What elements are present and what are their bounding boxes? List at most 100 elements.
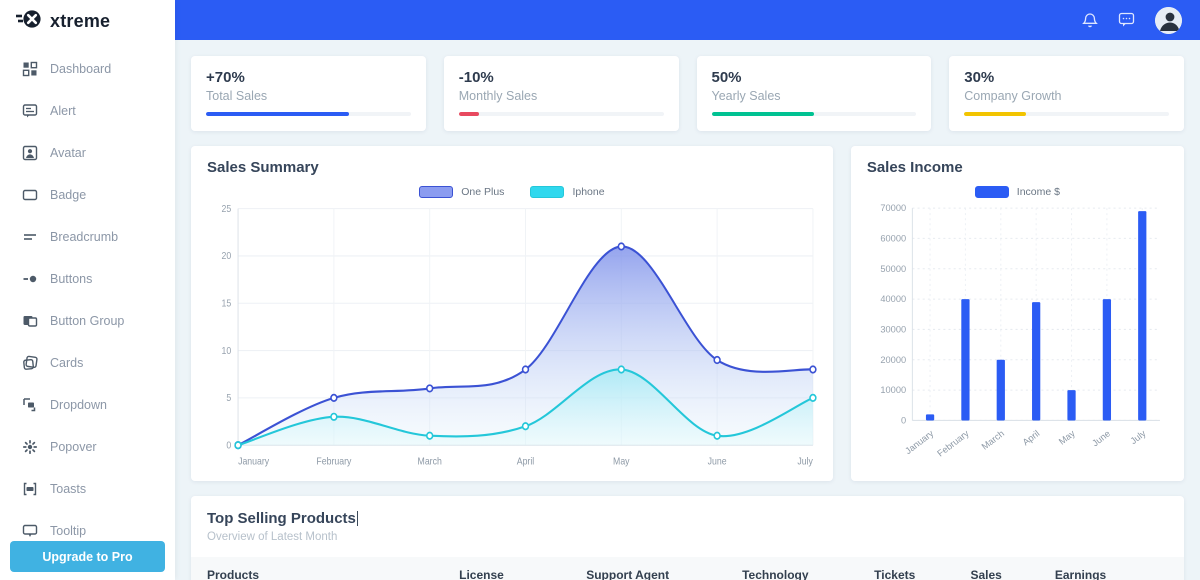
upgrade-to-pro-button[interactable]: Upgrade to Pro — [10, 541, 165, 572]
dashboard-icon — [22, 61, 38, 77]
sales-summary-card: Sales Summary One Plus Iphone 0 5 10 15 20 25 J… — [191, 146, 833, 481]
legend-swatch — [974, 186, 1009, 198]
table-subtitle: Overview of Latest Month — [207, 531, 338, 543]
breadcrumb-icon — [24, 234, 36, 240]
progress-fill — [458, 112, 480, 116]
svg-text:March: March — [979, 428, 1006, 451]
sidebar-nav: Dashboard Alert Avatar Badge Breadcrumb Butto… — [0, 42, 175, 552]
products-table-header-row: Products License Support Agent Technology Ti… — [191, 557, 1184, 580]
badge-icon — [22, 189, 38, 201]
svg-text:50000: 50000 — [880, 264, 906, 274]
svg-text:February: February — [935, 428, 971, 458]
progress-track — [964, 112, 1169, 116]
column-header-license: License — [459, 557, 587, 580]
svg-text:June: June — [708, 456, 727, 466]
sidebar-item-badge[interactable]: Badge — [0, 174, 175, 216]
svg-text:May: May — [613, 456, 630, 466]
sidebar-item-button-group[interactable]: Button Group — [0, 300, 175, 342]
legend-item-iphone[interactable]: Iphone — [530, 186, 605, 198]
svg-text:60000: 60000 — [880, 234, 906, 244]
sidebar-item-label: Popover — [50, 440, 97, 454]
column-header-sales: Sales — [970, 557, 1055, 580]
stat-value: 50% — [711, 69, 742, 86]
sidebar-item-label: Toasts — [50, 482, 87, 496]
main-area: +70% Total Sales -10% Monthly Sales 50% … — [175, 0, 1200, 580]
sidebar-item-toasts[interactable]: Toasts — [0, 468, 175, 510]
svg-text:April: April — [1020, 428, 1041, 447]
sidebar-item-buttons[interactable]: Buttons — [0, 258, 175, 300]
bell-icon[interactable] — [1082, 12, 1098, 29]
sidebar-item-label: Alert — [50, 104, 76, 118]
progress-track — [711, 112, 917, 116]
topbar — [175, 0, 1200, 40]
table-title: Top Selling Products — [207, 510, 1168, 527]
column-header-support-agent: Support Agent — [586, 557, 743, 580]
chat-icon[interactable] — [1118, 12, 1135, 28]
svg-text:15: 15 — [222, 298, 232, 308]
svg-text:July: July — [1128, 428, 1148, 446]
svg-text:70000: 70000 — [880, 203, 906, 213]
sidebar-item-avatar[interactable]: Avatar — [0, 132, 175, 174]
stat-label: Total Sales — [206, 89, 268, 103]
popover-icon — [22, 439, 38, 455]
svg-text:25: 25 — [222, 203, 232, 213]
sidebar-item-cards[interactable]: Cards — [0, 342, 175, 384]
table-title-text: Top Selling Products — [207, 510, 356, 527]
brand-logo[interactable]: xtreme — [0, 0, 175, 42]
legend-item-one-plus[interactable]: One Plus — [419, 186, 504, 198]
brand-name: xtreme — [50, 10, 111, 31]
content: +70% Total Sales -10% Monthly Sales 50% … — [175, 40, 1200, 580]
svg-text:January: January — [903, 428, 936, 456]
sidebar-item-label: Cards — [50, 356, 84, 370]
svg-text:February: February — [316, 456, 351, 466]
sidebar-item-label: Avatar — [50, 146, 86, 160]
sidebar-item-popover[interactable]: Popover — [0, 426, 175, 468]
user-avatar[interactable] — [1155, 6, 1182, 34]
svg-text:20000: 20000 — [880, 355, 906, 365]
sidebar-item-label: Buttons — [50, 272, 93, 286]
sales-summary-chart[interactable]: 0 5 10 15 20 25 January February March April May Ju… — [207, 200, 817, 471]
sidebar-item-dropdown[interactable]: Dropdown — [0, 384, 175, 426]
svg-text:20: 20 — [222, 251, 232, 261]
avatar-icon — [22, 145, 38, 161]
buttons-icon — [23, 275, 37, 283]
sales-income-title: Sales Income — [866, 159, 963, 176]
sales-income-chart[interactable]: 0 10000 20000 30000 40000 50000 60000 70000 Janu… — [867, 200, 1168, 471]
sidebar-item-breadcrumb[interactable]: Breadcrumb — [0, 216, 175, 258]
stat-value: 30% — [964, 69, 995, 86]
sales-income-chart-wrap: 0 10000 20000 30000 40000 50000 60000 70000 Janu… — [867, 200, 1168, 471]
stat-card-yearly-sales: 50% Yearly Sales — [696, 56, 932, 131]
sales-income-card: Sales Income Income $ 0 10000 20000 30000 40… — [850, 146, 1184, 481]
column-header-earnings: Earnings — [1054, 557, 1184, 580]
svg-text:10000: 10000 — [880, 385, 906, 395]
top-selling-products-card: Top Selling Products Overview of Latest … — [191, 496, 1184, 580]
table-head-block: Top Selling Products Overview of Latest … — [191, 510, 1184, 543]
sales-summary-chart-wrap: 0 5 10 15 20 25 January February March April May Ju… — [207, 200, 817, 471]
progress-fill — [964, 112, 1026, 116]
svg-text:January: January — [238, 456, 269, 466]
svg-text:10: 10 — [222, 345, 232, 355]
sales-summary-title: Sales Summary — [207, 159, 319, 176]
tooltip-icon — [22, 524, 38, 537]
legend-item-income-$[interactable]: Income $ — [974, 186, 1060, 198]
alert-icon — [22, 104, 38, 118]
legend-swatch — [419, 186, 454, 198]
sidebar-item-tooltip[interactable]: Tooltip — [0, 510, 175, 552]
svg-text:July: July — [797, 456, 813, 466]
stat-card-total-sales: +70% Total Sales — [191, 56, 426, 131]
dropdown-icon — [23, 398, 36, 412]
stat-label: Monthly Sales — [458, 89, 538, 103]
svg-text:0: 0 — [226, 440, 231, 450]
sidebar-item-label: Dropdown — [50, 398, 107, 412]
svg-text:April: April — [517, 456, 534, 466]
charts-row: Sales Summary One Plus Iphone 0 5 10 15 20 25 J… — [191, 146, 1184, 481]
svg-text:May: May — [1057, 428, 1077, 447]
svg-text:March: March — [418, 456, 442, 466]
sidebar-item-dashboard[interactable]: Dashboard — [0, 48, 175, 90]
progress-fill — [711, 112, 814, 116]
legend-label: One Plus — [461, 186, 505, 198]
sidebar-item-alert[interactable]: Alert — [0, 90, 175, 132]
xtreme-logo-icon — [16, 8, 42, 35]
svg-text:30000: 30000 — [880, 325, 906, 335]
